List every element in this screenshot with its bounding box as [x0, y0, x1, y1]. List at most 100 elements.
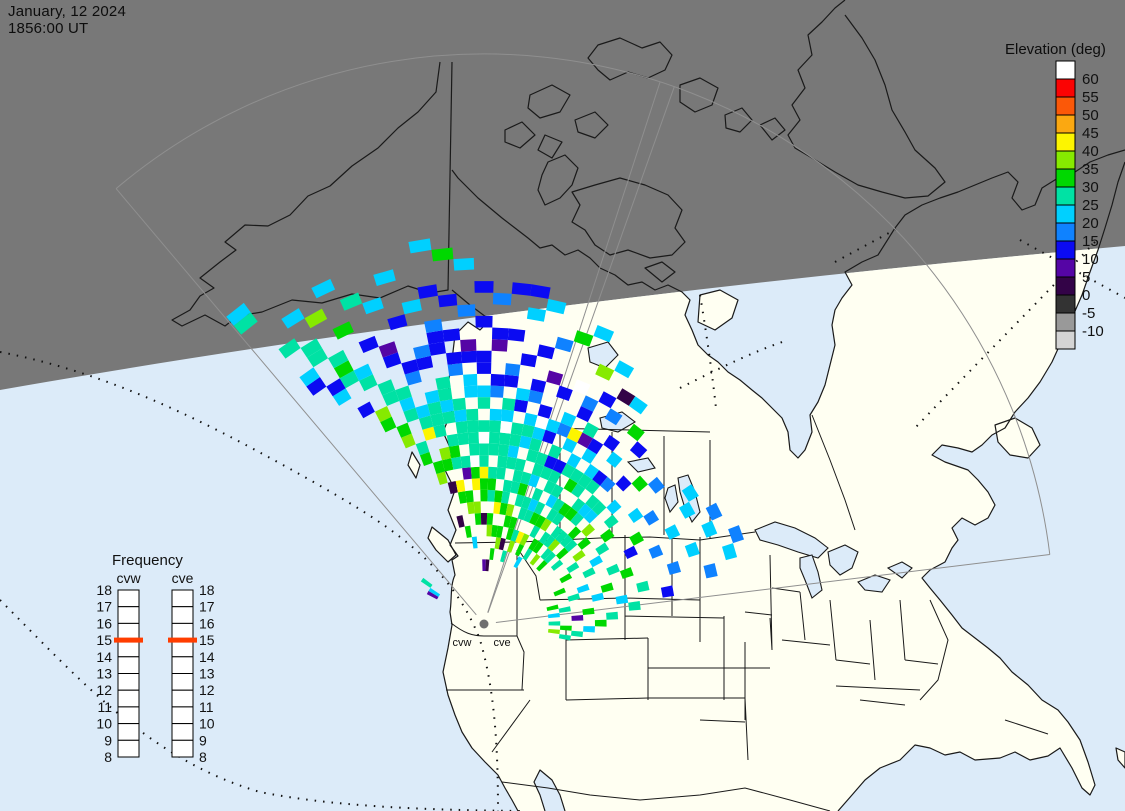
- radar-echo-cell: [581, 523, 595, 537]
- radar-echo-cell: [436, 471, 448, 485]
- frequency-bar-cell: [171, 739, 194, 758]
- radar-echo-cell: [415, 404, 431, 419]
- radar-echo-cell: [606, 611, 619, 620]
- radar-echo-cell: [528, 474, 540, 488]
- legend-tick-label: -5: [1082, 305, 1095, 322]
- lakes: [587, 341, 913, 599]
- radar-echo-cell: [479, 478, 489, 490]
- radar-echo-cell: [606, 451, 623, 468]
- radar-echo-cell: [333, 360, 354, 379]
- timestamp-block: January, 12 2024 1856:00 UT: [8, 3, 126, 37]
- radar-echo-cell: [358, 335, 379, 353]
- radar-echo-cell: [536, 560, 548, 572]
- radar-echo-cell: [546, 508, 559, 522]
- radar-echo-cell: [226, 302, 251, 326]
- radar-echo-cell: [571, 615, 584, 621]
- legend-color-swatch: [1055, 150, 1076, 170]
- radar-echo-cell: [556, 547, 569, 560]
- radar-echo-cell: [542, 429, 557, 445]
- legend-color-swatch: [1055, 60, 1076, 80]
- radar-echo-cell: [478, 431, 490, 444]
- radar-echo-cell: [544, 551, 556, 564]
- frequency-tick-label: 17: [96, 599, 112, 615]
- radar-echo-cell: [489, 548, 495, 560]
- radar-echo-cell: [600, 476, 616, 493]
- radar-echo-cell: [522, 548, 533, 561]
- frequency-tick-label: 15: [199, 632, 215, 648]
- radar-echo-cell: [457, 432, 469, 446]
- radar-echo-cell: [572, 379, 591, 396]
- radar-echo-cell: [604, 408, 623, 426]
- legend-color-swatch: [1055, 132, 1076, 152]
- radar-echo-cell: [530, 378, 547, 393]
- geomagnetic-arc-hudson-2: [699, 294, 717, 409]
- mainland-land: [443, 246, 1125, 811]
- radar-echo-cell: [382, 390, 400, 406]
- radar-echo-cell: [437, 387, 453, 402]
- legend-color-swatch: [1055, 168, 1076, 188]
- radar-echo-cell: [500, 420, 513, 434]
- radar-echo-cell: [527, 498, 539, 512]
- radar-echo-cell: [606, 563, 620, 576]
- frequency-bar-cell: [117, 589, 140, 608]
- legend-color-swatch: [1055, 222, 1076, 242]
- radar-echo-cell: [537, 404, 553, 419]
- radar-site-label-cvw: cvw: [453, 637, 472, 649]
- radar-echo-cell: [555, 530, 568, 544]
- arctic-islands-coastline: [504, 0, 946, 331]
- frequency-marker-cve: [168, 637, 197, 643]
- frequency-tick-label: 16: [96, 615, 112, 631]
- radar-echo-cell: [442, 410, 456, 425]
- radar-echo-cell: [595, 542, 610, 556]
- radar-echo-cell: [566, 427, 583, 443]
- frequency-bar-cell: [171, 639, 194, 658]
- legend-color-swatch: [1055, 114, 1076, 134]
- radar-echo-cell: [560, 625, 572, 631]
- radar-echo-cell: [567, 526, 582, 540]
- legend-color-swatch: [1055, 240, 1076, 260]
- legend-color-swatch: [1055, 330, 1076, 350]
- legend-color-swatch: [1055, 78, 1076, 98]
- frequency-tick-label: 11: [199, 699, 214, 715]
- radar-echo-cell: [615, 594, 629, 605]
- frequency-panel: Frequencycvw18171615141312111098cve18171…: [96, 552, 214, 765]
- radar-echo-cell: [628, 396, 648, 415]
- frequency-tick-label: 10: [199, 716, 215, 732]
- legend-color-swatch: [1055, 96, 1076, 116]
- radar-echo-cell: [589, 555, 603, 568]
- radar-echo-cell: [494, 490, 503, 503]
- radar-echo-cell: [648, 476, 665, 494]
- radar-echo-cell: [502, 479, 513, 493]
- radar-echo-cell: [627, 507, 644, 523]
- radar-echo-cell: [460, 339, 477, 352]
- radar-echo-cell: [643, 510, 660, 526]
- radar-echo-cell: [512, 469, 524, 483]
- radar-echo-cell: [420, 577, 433, 588]
- radar-echo-cell: [404, 370, 422, 386]
- radar-echo-cell: [413, 344, 431, 360]
- frequency-tick-label: 9: [199, 732, 207, 748]
- radar-echo-cell: [307, 348, 328, 368]
- radar-echo-cell: [426, 330, 445, 345]
- radar-echo-cell: [477, 397, 491, 409]
- frequency-tick-label: 11: [97, 699, 112, 715]
- radar-echo-cell: [461, 350, 477, 364]
- radar-echo-cell: [447, 363, 464, 377]
- radar-echo-cell: [508, 516, 518, 530]
- radar-echo-cell: [569, 468, 584, 484]
- radar-echo-cell: [666, 561, 681, 575]
- radar-echo-cell: [573, 330, 594, 347]
- frequency-bar-cell: [171, 673, 194, 691]
- radar-echo-cell: [515, 543, 525, 557]
- radar-echo-cell: [553, 587, 566, 597]
- frequency-tick-label: 12: [96, 682, 112, 698]
- radar-echo-cell: [571, 630, 584, 638]
- radar-echo-cell: [583, 626, 595, 633]
- radar-echo-cell: [499, 432, 511, 446]
- radar-echo-cell: [705, 502, 723, 521]
- radar-echo-cell: [499, 502, 508, 516]
- lake-michigan: [799, 554, 823, 599]
- radar-echo-cell: [583, 509, 598, 524]
- radar-echo-cell: [359, 374, 378, 392]
- radar-echo-cell: [489, 431, 501, 444]
